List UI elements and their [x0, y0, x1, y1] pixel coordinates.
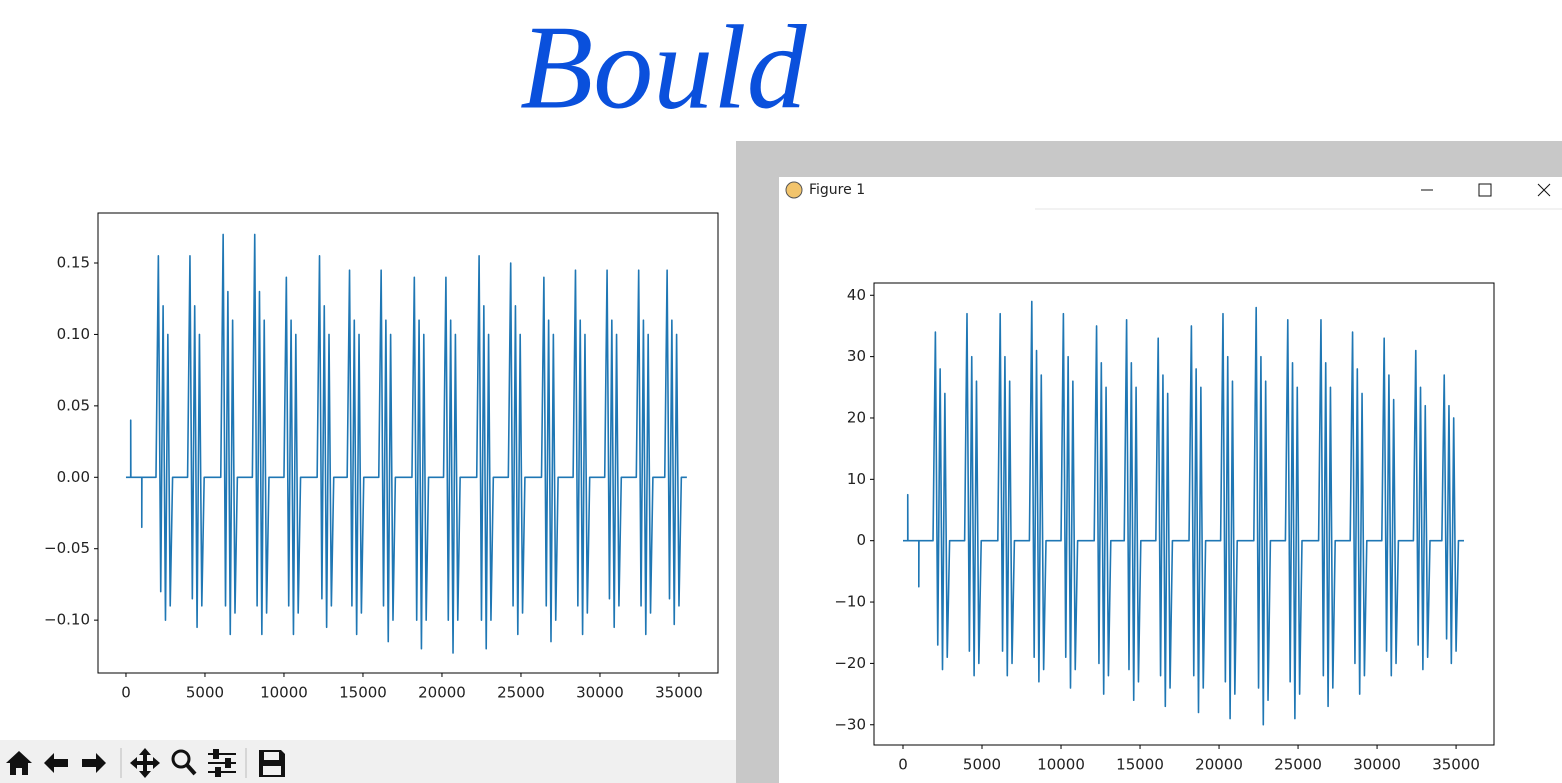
- x-tick-label: 15000: [339, 684, 387, 702]
- y-tick-label: 30: [847, 347, 866, 365]
- x-tick-label: 25000: [497, 684, 545, 702]
- x-tick-label: 30000: [576, 684, 624, 702]
- home-button[interactable]: [6, 751, 32, 775]
- y-tick-label: −0.05: [44, 539, 90, 557]
- y-tick-label: 0.15: [57, 254, 90, 272]
- axes-frame: [873, 282, 1495, 746]
- data-line: [125, 233, 687, 654]
- x-tick-label: 15000: [1116, 756, 1164, 774]
- toolbar: [0, 740, 736, 783]
- x-tick-label: 0: [121, 684, 131, 702]
- y-tick-label: 0.00: [57, 468, 90, 486]
- window-icon: [785, 181, 803, 199]
- x-tick-label: 35000: [655, 684, 703, 702]
- zoom-button[interactable]: [171, 749, 191, 769]
- save-button[interactable]: [259, 750, 285, 777]
- x-tick-label: 35000: [1432, 756, 1480, 774]
- x-tick-label: 20000: [418, 684, 466, 702]
- pan-button[interactable]: [130, 748, 160, 778]
- y-tick-label: 40: [847, 286, 866, 304]
- maximize-button[interactable]: [1478, 183, 1492, 197]
- x-tick-label: 25000: [1274, 756, 1322, 774]
- y-tick-label: 20: [847, 408, 866, 426]
- handwritten-note: Bould: [520, 1, 808, 134]
- window-title: Figure 1: [809, 182, 865, 198]
- x-tick-label: 0: [898, 756, 908, 774]
- toolbar-icons: [6, 748, 285, 778]
- x-tick-label: 20000: [1195, 756, 1243, 774]
- y-tick-label: −30: [834, 715, 866, 733]
- y-tick-label: −0.10: [44, 611, 90, 629]
- configure-button[interactable]: [208, 749, 236, 777]
- close-button[interactable]: [1537, 183, 1551, 197]
- x-tick-label: 5000: [963, 756, 1001, 774]
- x-tick-label: 10000: [260, 684, 308, 702]
- y-tick-label: 0: [856, 531, 866, 549]
- x-tick-label: 5000: [186, 684, 224, 702]
- data-line: [903, 300, 1464, 726]
- back-button[interactable]: [44, 753, 68, 773]
- x-tick-label: 30000: [1353, 756, 1401, 774]
- y-tick-label: −20: [834, 654, 866, 672]
- y-tick-label: 10: [847, 470, 866, 488]
- axes-frame: [97, 212, 719, 674]
- y-tick-label: 0.10: [57, 325, 90, 343]
- y-tick-label: −10: [834, 593, 866, 611]
- x-tick-label: 10000: [1037, 756, 1085, 774]
- y-tick-label: 0.05: [57, 396, 90, 414]
- forward-button[interactable]: [82, 753, 106, 773]
